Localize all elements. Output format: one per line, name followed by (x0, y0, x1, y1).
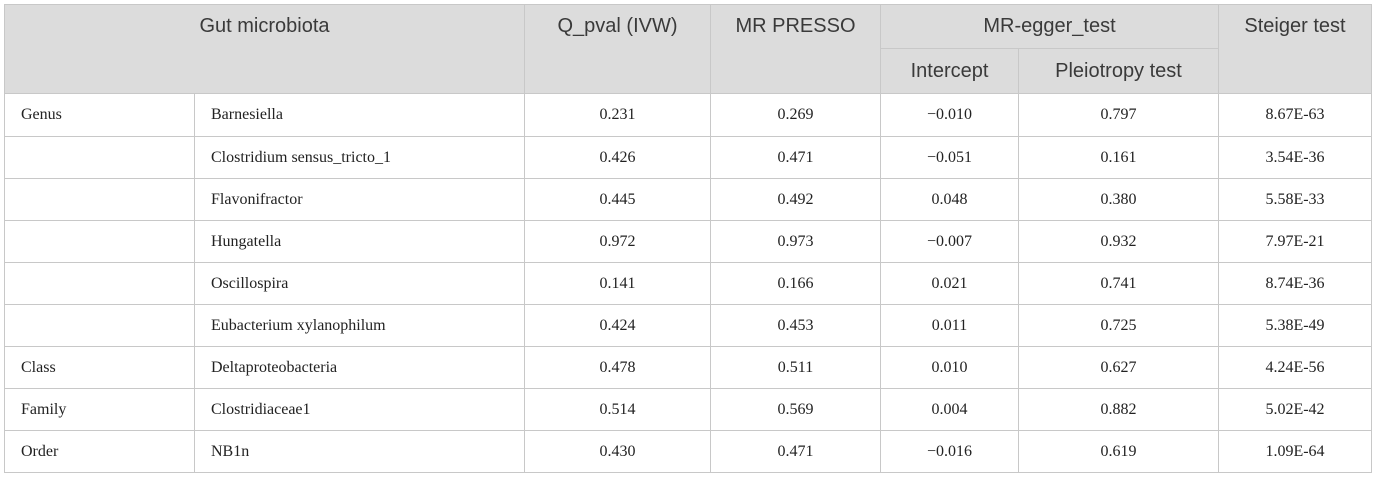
table-row: Class Deltaproteobacteria 0.478 0.511 0.010 0… (4, 346, 1372, 389)
table-row: Family Clostridiaceae1 0.514 0.569 0.004 0.88… (4, 388, 1372, 431)
cell-rank (4, 178, 195, 221)
cell-rank: Class (4, 346, 195, 389)
cell-steiger-test: 7.97E-21 (1218, 220, 1372, 263)
header-row-1: Gut microbiota Q_pval (IVW) MR PRESSO MR… (4, 4, 1372, 94)
cell-mr-presso: 0.166 (710, 262, 881, 305)
cell-pleiotropy-test: 0.932 (1018, 220, 1219, 263)
cell-steiger-test: 5.38E-49 (1218, 304, 1372, 347)
cell-pleiotropy-test: 0.725 (1018, 304, 1219, 347)
cell-q-pval: 0.141 (524, 262, 711, 305)
cell-pleiotropy-test: 0.882 (1018, 388, 1219, 431)
cell-steiger-test: 4.24E-56 (1218, 346, 1372, 389)
cell-rank (4, 304, 195, 347)
cell-mr-presso: 0.511 (710, 346, 881, 389)
cell-rank: Family (4, 388, 195, 431)
table-row: Order NB1n 0.430 0.471 −0.016 0.619 1.09E-64 (4, 430, 1372, 473)
cell-mr-presso: 0.492 (710, 178, 881, 221)
header-steiger-test: Steiger test (1218, 4, 1372, 94)
cell-pleiotropy-test: 0.627 (1018, 346, 1219, 389)
cell-mr-presso: 0.453 (710, 304, 881, 347)
header-mr-presso: MR PRESSO (710, 4, 881, 94)
cell-pleiotropy-test: 0.380 (1018, 178, 1219, 221)
cell-intercept: −0.016 (880, 430, 1019, 473)
cell-pleiotropy-test: 0.619 (1018, 430, 1219, 473)
cell-intercept: 0.004 (880, 388, 1019, 431)
cell-taxon: Hungatella (194, 220, 525, 263)
header-gut-microbiota: Gut microbiota (4, 4, 525, 94)
table-row: Eubacterium xylanophilum 0.424 0.453 0.011 0… (4, 304, 1372, 347)
header-row-2: Intercept Pleiotropy test (5, 48, 1372, 94)
cell-mr-presso: 0.973 (710, 220, 881, 263)
cell-pleiotropy-test: 0.161 (1018, 136, 1219, 179)
cell-mr-presso: 0.569 (710, 388, 881, 431)
table-container: Gut microbiota Q_pval (IVW) MR PRESSO MR… (4, 4, 1372, 473)
cell-rank: Genus (4, 93, 195, 137)
cell-q-pval: 0.231 (524, 93, 711, 137)
cell-steiger-test: 8.67E-63 (1218, 93, 1372, 137)
cell-taxon: Eubacterium xylanophilum (194, 304, 525, 347)
cell-taxon: Flavonifractor (194, 178, 525, 221)
header-q-pval: Q_pval (IVW) (524, 4, 711, 94)
cell-q-pval: 0.426 (524, 136, 711, 179)
table-body: Genus Barnesiella 0.231 0.269 −0.010 0.797 8.6… (4, 93, 1372, 473)
cell-mr-presso: 0.471 (710, 430, 881, 473)
cell-steiger-test: 5.58E-33 (1218, 178, 1372, 221)
header-pleiotropy-test: Pleiotropy test (1018, 48, 1219, 94)
cell-taxon: Clostridium sensus_tricto_1 (194, 136, 525, 179)
cell-intercept: −0.007 (880, 220, 1019, 263)
cell-taxon: Barnesiella (194, 93, 525, 137)
cell-intercept: −0.051 (880, 136, 1019, 179)
results-table: Gut microbiota Q_pval (IVW) MR PRESSO MR… (4, 4, 1372, 473)
cell-intercept: 0.011 (880, 304, 1019, 347)
cell-steiger-test: 3.54E-36 (1218, 136, 1372, 179)
cell-intercept: 0.048 (880, 178, 1019, 221)
header-mr-egger-test: MR-egger_test (880, 4, 1219, 49)
cell-pleiotropy-test: 0.797 (1018, 93, 1219, 137)
cell-q-pval: 0.424 (524, 304, 711, 347)
cell-taxon: Deltaproteobacteria (194, 346, 525, 389)
table-row: Genus Barnesiella 0.231 0.269 −0.010 0.797 8.6… (4, 93, 1372, 137)
cell-q-pval: 0.972 (524, 220, 711, 263)
cell-intercept: 0.021 (880, 262, 1019, 305)
cell-steiger-test: 1.09E-64 (1218, 430, 1372, 473)
cell-intercept: 0.010 (880, 346, 1019, 389)
cell-rank (4, 136, 195, 179)
table-row: Oscillospira 0.141 0.166 0.021 0.741 8.74E-36 (4, 262, 1372, 305)
header-intercept: Intercept (880, 48, 1019, 94)
cell-rank (4, 220, 195, 263)
cell-q-pval: 0.445 (524, 178, 711, 221)
cell-q-pval: 0.478 (524, 346, 711, 389)
cell-q-pval: 0.514 (524, 388, 711, 431)
table-row: Hungatella 0.972 0.973 −0.007 0.932 7.97E-21 (4, 220, 1372, 263)
table-header: Gut microbiota Q_pval (IVW) MR PRESSO MR… (4, 4, 1372, 94)
cell-rank (4, 262, 195, 305)
cell-steiger-test: 8.74E-36 (1218, 262, 1372, 305)
table-row: Flavonifractor 0.445 0.492 0.048 0.380 5.58E-… (4, 178, 1372, 221)
cell-mr-presso: 0.269 (710, 93, 881, 137)
cell-pleiotropy-test: 0.741 (1018, 262, 1219, 305)
cell-taxon: Oscillospira (194, 262, 525, 305)
cell-q-pval: 0.430 (524, 430, 711, 473)
cell-taxon: NB1n (194, 430, 525, 473)
cell-mr-presso: 0.471 (710, 136, 881, 179)
table-row: Clostridium sensus_tricto_1 0.426 0.471 −0.… (4, 136, 1372, 179)
cell-taxon: Clostridiaceae1 (194, 388, 525, 431)
cell-intercept: −0.010 (880, 93, 1019, 137)
cell-steiger-test: 5.02E-42 (1218, 388, 1372, 431)
cell-rank: Order (4, 430, 195, 473)
